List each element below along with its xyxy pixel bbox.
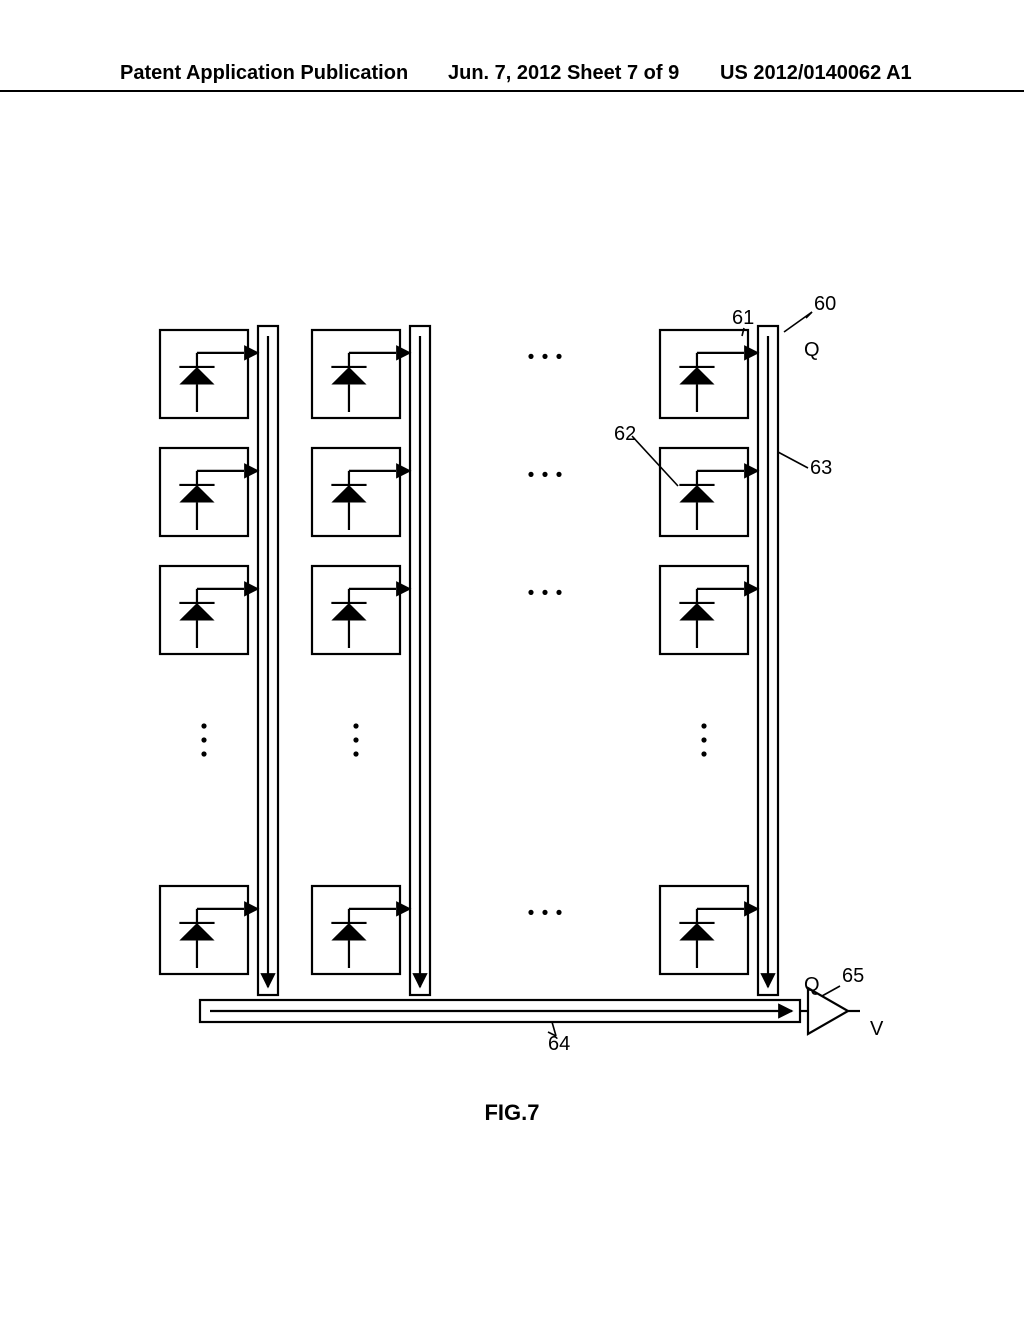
svg-text:64: 64 [548, 1033, 570, 1055]
svg-text:62: 62 [614, 423, 636, 445]
svg-text:Q: Q [804, 339, 820, 361]
svg-text:63: 63 [810, 457, 832, 479]
svg-text:65: 65 [842, 965, 864, 987]
header-rule [0, 90, 1024, 92]
header-right: US 2012/0140062 A1 [720, 62, 912, 85]
svg-text:61: 61 [732, 307, 754, 329]
svg-text:60: 60 [814, 293, 836, 315]
svg-text:FIG.7: FIG.7 [484, 1100, 539, 1125]
header-left: Patent Application Publication [120, 62, 408, 85]
svg-text:V: V [870, 1018, 884, 1040]
svg-text:Q: Q [804, 974, 820, 996]
figure-7: 60 61 62 63 64 65 Q Q V FIG.7 [0, 0, 1024, 1320]
header-mid: Jun. 7, 2012 Sheet 7 of 9 [448, 62, 679, 85]
